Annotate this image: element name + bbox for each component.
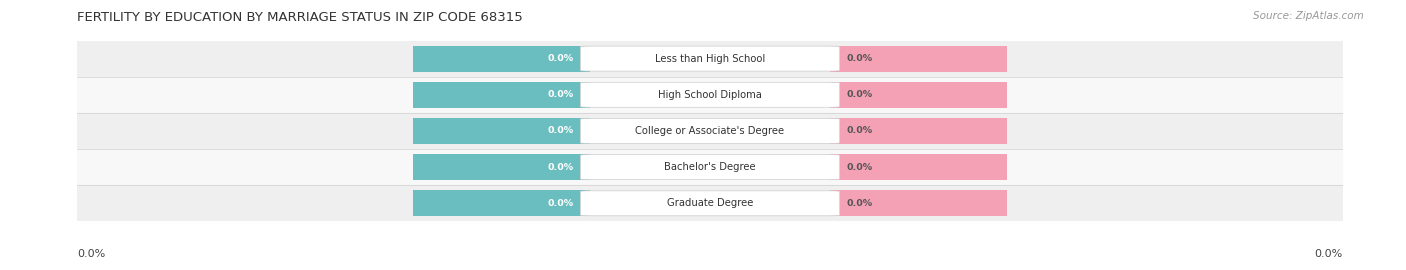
Text: 0.0%: 0.0% <box>548 90 574 99</box>
Bar <box>413 154 591 180</box>
Bar <box>413 118 591 144</box>
Text: 0.0%: 0.0% <box>548 199 574 208</box>
Bar <box>830 190 1008 216</box>
Text: 0.0%: 0.0% <box>548 54 574 63</box>
Bar <box>413 190 591 216</box>
Bar <box>830 46 1008 72</box>
Bar <box>830 82 1008 108</box>
Text: Graduate Degree: Graduate Degree <box>666 198 754 208</box>
Text: FERTILITY BY EDUCATION BY MARRIAGE STATUS IN ZIP CODE 68315: FERTILITY BY EDUCATION BY MARRIAGE STATU… <box>77 11 523 24</box>
Text: 0.0%: 0.0% <box>1315 249 1343 259</box>
Text: 0.0%: 0.0% <box>846 126 872 136</box>
Text: Source: ZipAtlas.com: Source: ZipAtlas.com <box>1253 11 1364 21</box>
FancyBboxPatch shape <box>581 82 839 107</box>
Bar <box>77 185 1343 221</box>
Bar <box>413 46 591 72</box>
Text: 0.0%: 0.0% <box>846 54 872 63</box>
Bar <box>830 154 1008 180</box>
Text: College or Associate's Degree: College or Associate's Degree <box>636 126 785 136</box>
Text: 0.0%: 0.0% <box>548 126 574 136</box>
Text: 0.0%: 0.0% <box>77 249 105 259</box>
FancyBboxPatch shape <box>581 46 839 71</box>
Text: Less than High School: Less than High School <box>655 53 765 64</box>
FancyBboxPatch shape <box>581 191 839 216</box>
Text: 0.0%: 0.0% <box>846 163 872 172</box>
FancyBboxPatch shape <box>581 119 839 143</box>
Text: 0.0%: 0.0% <box>846 199 872 208</box>
Bar <box>77 149 1343 185</box>
Text: Bachelor's Degree: Bachelor's Degree <box>664 162 756 172</box>
FancyBboxPatch shape <box>581 155 839 180</box>
Bar <box>830 118 1008 144</box>
Bar <box>77 77 1343 113</box>
Text: High School Diploma: High School Diploma <box>658 90 762 100</box>
Bar <box>413 82 591 108</box>
Text: 0.0%: 0.0% <box>846 90 872 99</box>
Text: 0.0%: 0.0% <box>548 163 574 172</box>
Bar <box>77 40 1343 77</box>
Bar <box>77 113 1343 149</box>
